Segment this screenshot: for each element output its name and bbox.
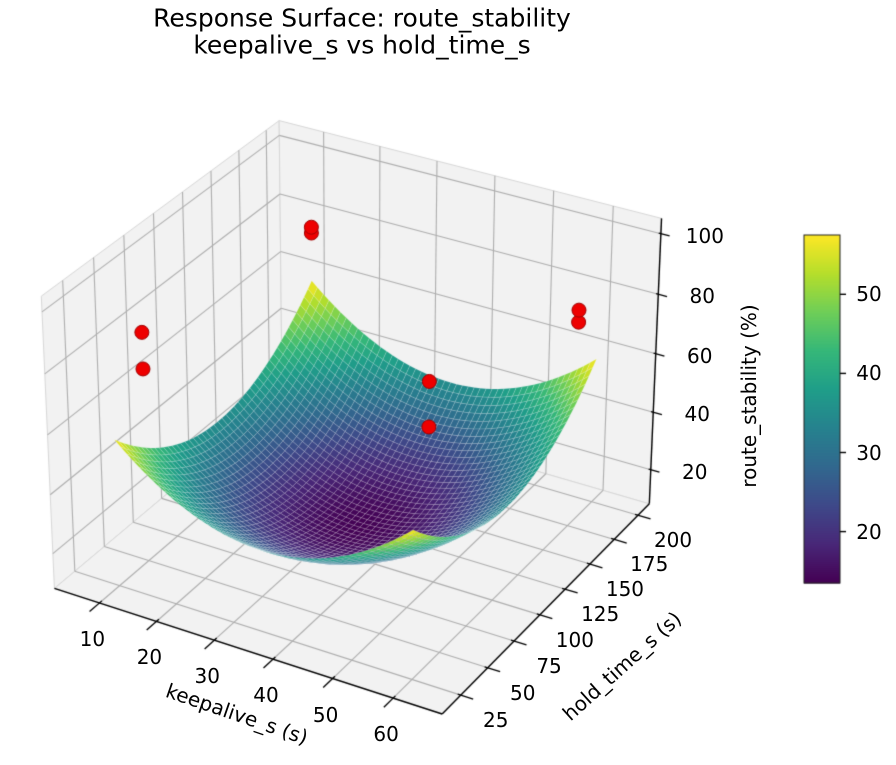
x-tick-label: 10	[79, 626, 106, 651]
z-tick-label: 80	[689, 284, 716, 309]
colorbar-tick-label: 50	[856, 282, 882, 307]
z-tick-label: 20	[682, 459, 708, 484]
y-tick-label: 200	[653, 528, 693, 553]
x-tick-label: 60	[373, 722, 399, 747]
z-tick-label: 60	[687, 343, 713, 368]
z-axis-label: route_stability (%)	[737, 304, 761, 488]
x-tick-label: 40	[253, 683, 279, 708]
colorbar-tick-label: 30	[856, 440, 882, 465]
x-tick-label: 30	[194, 664, 220, 689]
x-tick-label: 50	[312, 702, 339, 727]
y-tick-label: 175	[630, 552, 669, 577]
z-tick-label: 40	[684, 402, 710, 427]
colorbar-tick-label: 20	[856, 519, 882, 544]
y-tick-label: 25	[483, 708, 509, 733]
x-tick-label: 20	[136, 645, 163, 670]
z-tick-label: 100	[685, 223, 724, 248]
y-tick-label: 150	[605, 577, 645, 602]
plot-title-line2: keepalive_s vs hold_time_s	[193, 30, 531, 60]
y-tick-label: 100	[555, 627, 594, 652]
plot-title-line1: Response Surface: route_stability	[153, 3, 571, 33]
y-tick-label: 50	[509, 680, 536, 705]
colorbar-tick-label: 40	[856, 361, 882, 386]
y-tick-label: 75	[536, 654, 562, 679]
y-tick-label: 125	[581, 602, 620, 627]
